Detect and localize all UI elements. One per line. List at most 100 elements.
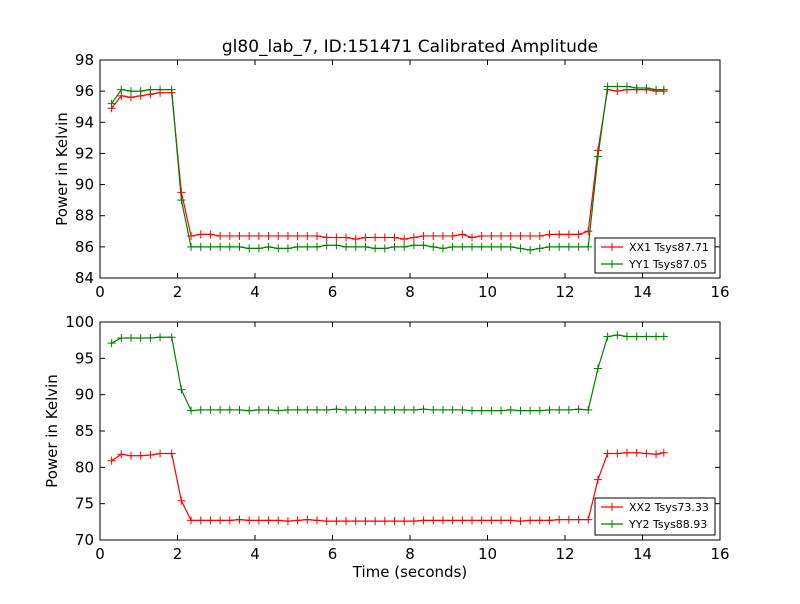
data-point (419, 516, 428, 525)
data-point (177, 196, 186, 205)
data-point (351, 405, 360, 414)
data-point (283, 244, 292, 253)
data-point (632, 448, 641, 457)
data-point (448, 516, 457, 525)
data-point (603, 332, 612, 341)
data-point (380, 233, 389, 242)
legend-box (594, 497, 716, 536)
data-point (196, 242, 205, 251)
data-point (574, 230, 583, 239)
data-point (283, 405, 292, 414)
data-point (438, 231, 447, 240)
data-point (274, 231, 283, 240)
data-point (593, 475, 602, 484)
data-point (274, 244, 283, 253)
y-tick-label: 95 (75, 349, 94, 367)
data-point (584, 242, 593, 251)
legend-label: XX1 Tsys87.71 (629, 241, 709, 254)
data-point (206, 405, 215, 414)
data-point (458, 516, 467, 525)
data-point (254, 405, 263, 414)
data-point (187, 242, 196, 251)
data-point (487, 231, 496, 240)
y-tick-label: 94 (75, 113, 94, 131)
data-point (313, 516, 321, 525)
data-point (225, 231, 234, 240)
data-point (390, 517, 399, 526)
data-point (264, 242, 273, 251)
data-point (535, 244, 544, 253)
data-point (419, 241, 428, 250)
y-tick-label: 96 (75, 82, 94, 100)
x-tick-label: 0 (95, 545, 105, 563)
data-point (254, 516, 263, 525)
data-point (659, 85, 668, 94)
x-tick-label: 14 (633, 283, 652, 301)
data-point (380, 517, 389, 526)
data-point (206, 516, 215, 525)
x-tick-label: 2 (173, 545, 183, 563)
x-tick-label: 6 (328, 283, 338, 301)
data-point (458, 230, 467, 239)
data-point (477, 516, 486, 525)
data-point (545, 405, 554, 414)
data-point (235, 242, 244, 251)
data-point (351, 517, 360, 526)
data-point (632, 332, 641, 341)
data-point (429, 516, 438, 525)
data-point (487, 406, 496, 415)
data-point (652, 450, 661, 459)
data-point (458, 242, 467, 251)
data-point (613, 331, 622, 340)
data-point (593, 152, 602, 161)
data-point (564, 242, 573, 251)
x-tick-label: 4 (250, 283, 260, 301)
data-point (322, 517, 331, 526)
data-point (438, 405, 447, 414)
data-point (390, 405, 399, 414)
data-point (419, 405, 428, 414)
data-point (206, 242, 215, 251)
data-point (322, 241, 331, 250)
y-tick-label: 75 (75, 495, 94, 513)
data-point (127, 333, 135, 342)
data-point (156, 449, 165, 458)
x-tick-label: 10 (478, 283, 497, 301)
data-point (235, 515, 244, 524)
data-point (361, 405, 370, 414)
data-point (206, 230, 215, 239)
data-point (303, 515, 312, 524)
data-point (313, 405, 321, 414)
data-point (293, 405, 302, 414)
data-point (380, 244, 389, 253)
y-tick-label: 90 (75, 176, 94, 194)
chart-title: gl80_lab_7, ID:151471 Calibrated Amplitu… (222, 37, 598, 57)
data-point (177, 385, 186, 394)
x-tick-label: 16 (710, 283, 729, 301)
data-point (136, 333, 145, 342)
data-point (468, 242, 476, 251)
data-point (342, 242, 351, 251)
data-point (584, 227, 593, 236)
y-axis-label: Power in Kelvin (53, 112, 71, 226)
data-point (448, 242, 457, 251)
data-point (156, 85, 165, 94)
data-point (342, 517, 351, 526)
legend-marker (608, 503, 616, 511)
data-point (264, 231, 273, 240)
data-point (107, 456, 116, 465)
data-point (264, 516, 273, 525)
data-point (506, 516, 515, 525)
data-point (497, 231, 506, 240)
data-point (322, 233, 331, 242)
data-point (187, 406, 196, 415)
data-point (245, 244, 254, 253)
data-point (107, 339, 116, 348)
data-point (555, 242, 564, 251)
data-point (564, 230, 573, 239)
data-point (146, 85, 155, 94)
data-point (526, 406, 535, 415)
data-point (361, 242, 370, 251)
data-point (235, 231, 244, 240)
data-point (400, 242, 409, 251)
